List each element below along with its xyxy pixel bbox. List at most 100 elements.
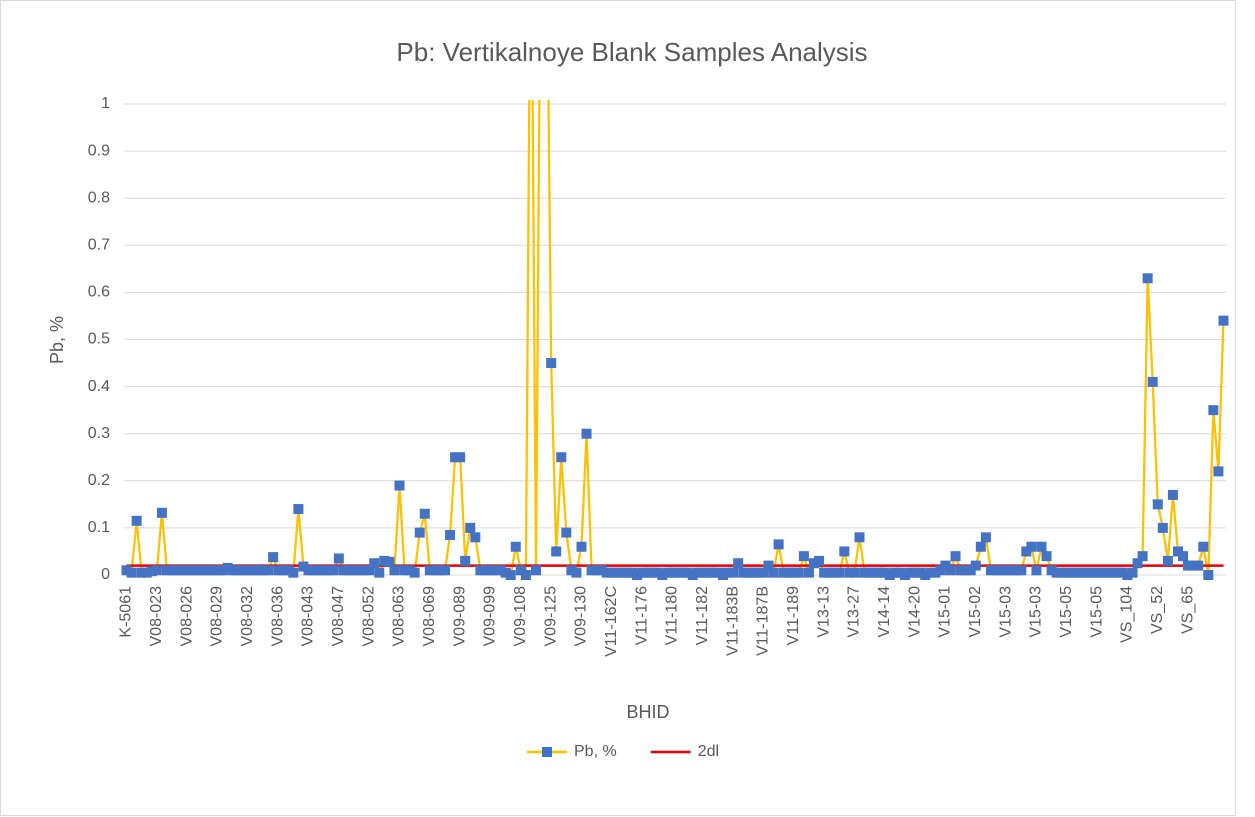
marker — [439, 565, 450, 576]
marker — [819, 567, 830, 578]
grid: 0 0.1 0.2 0.3 0.4 0.5 0.6 0.7 0.8 0.9 1 — [88, 95, 1226, 583]
marker — [1218, 315, 1229, 326]
marker — [424, 565, 435, 576]
marker — [824, 567, 835, 578]
x-tick-label: VS_104 — [1119, 586, 1136, 643]
marker — [475, 565, 486, 576]
marker — [920, 570, 931, 580]
marker — [131, 515, 142, 526]
marker — [505, 570, 516, 580]
marker — [788, 567, 799, 578]
marker — [217, 565, 228, 576]
x-tick-label: V13-13 — [815, 586, 832, 638]
marker — [1056, 567, 1067, 578]
marker — [1071, 567, 1082, 578]
marker — [379, 555, 390, 566]
marker — [445, 529, 456, 540]
marker — [222, 562, 233, 573]
marker — [778, 567, 789, 578]
marker — [606, 567, 617, 578]
marker — [814, 555, 825, 566]
y-tick-label: 0.4 — [88, 378, 110, 395]
marker — [364, 565, 375, 576]
marker — [192, 565, 203, 576]
marker — [657, 570, 668, 580]
x-tick-label: V09-089 — [451, 586, 468, 647]
marker — [1112, 567, 1123, 578]
marker — [136, 567, 147, 578]
marker — [212, 565, 223, 576]
x-tick-label: V09-125 — [542, 586, 559, 647]
marker — [333, 553, 344, 564]
marker — [485, 565, 496, 576]
marker — [647, 567, 658, 578]
marker — [611, 567, 622, 578]
legend-label: Pb, % — [574, 743, 617, 760]
marker — [546, 358, 557, 369]
marker — [596, 565, 607, 576]
marker — [1117, 567, 1128, 578]
marker — [146, 566, 157, 577]
marker — [1198, 541, 1209, 552]
x-tick-label: V11-187B — [755, 586, 772, 656]
marker — [1178, 551, 1189, 562]
marker — [637, 567, 648, 578]
x-tick-label: V15-02 — [967, 586, 984, 638]
marker — [844, 567, 855, 578]
marker — [965, 565, 976, 576]
marker — [323, 565, 334, 576]
marker — [662, 567, 673, 578]
marker — [252, 565, 263, 576]
x-tick-label: V08-036 — [269, 586, 286, 647]
marker — [318, 565, 329, 576]
x-tick-label: V09-130 — [573, 586, 590, 647]
x-tick-label: V09-099 — [482, 586, 499, 647]
marker — [227, 565, 238, 576]
marker — [900, 570, 911, 580]
marker — [232, 565, 243, 576]
marker — [1092, 567, 1103, 578]
x-tick-label: V08-029 — [209, 586, 226, 647]
marker — [434, 565, 445, 576]
marker — [404, 565, 415, 576]
legend: Pb, % 2dl — [527, 743, 719, 760]
marker — [156, 507, 167, 518]
marker — [242, 565, 253, 576]
marker — [1041, 551, 1052, 562]
marker — [1127, 567, 1138, 578]
marker — [551, 546, 562, 557]
marker — [460, 555, 471, 566]
marker — [126, 567, 137, 578]
marker — [177, 565, 188, 576]
marker — [854, 532, 865, 543]
marker — [1132, 558, 1143, 569]
marker — [288, 567, 299, 578]
marker — [566, 565, 577, 576]
marker — [349, 565, 360, 576]
x-tick-label: V11-189 — [785, 586, 802, 645]
marker — [1203, 570, 1214, 580]
marker — [561, 527, 572, 538]
marker — [581, 428, 592, 439]
marker — [707, 567, 718, 578]
marker — [591, 565, 602, 576]
x-tick-label: V14-20 — [906, 586, 923, 638]
marker — [1193, 560, 1204, 571]
marker — [1188, 560, 1199, 571]
marker — [753, 567, 764, 578]
marker — [935, 565, 946, 576]
marker — [793, 567, 804, 578]
marker — [141, 567, 152, 578]
x-tick-label: V09-108 — [512, 586, 529, 647]
marker — [182, 565, 193, 576]
marker — [925, 567, 936, 578]
marker — [1006, 565, 1017, 576]
marker — [419, 508, 430, 519]
marker — [273, 565, 284, 576]
y-tick-label: 0.5 — [88, 331, 110, 348]
marker — [616, 567, 627, 578]
x-tick-label: V08-069 — [421, 586, 438, 647]
marker — [530, 565, 541, 576]
marker — [167, 565, 178, 576]
